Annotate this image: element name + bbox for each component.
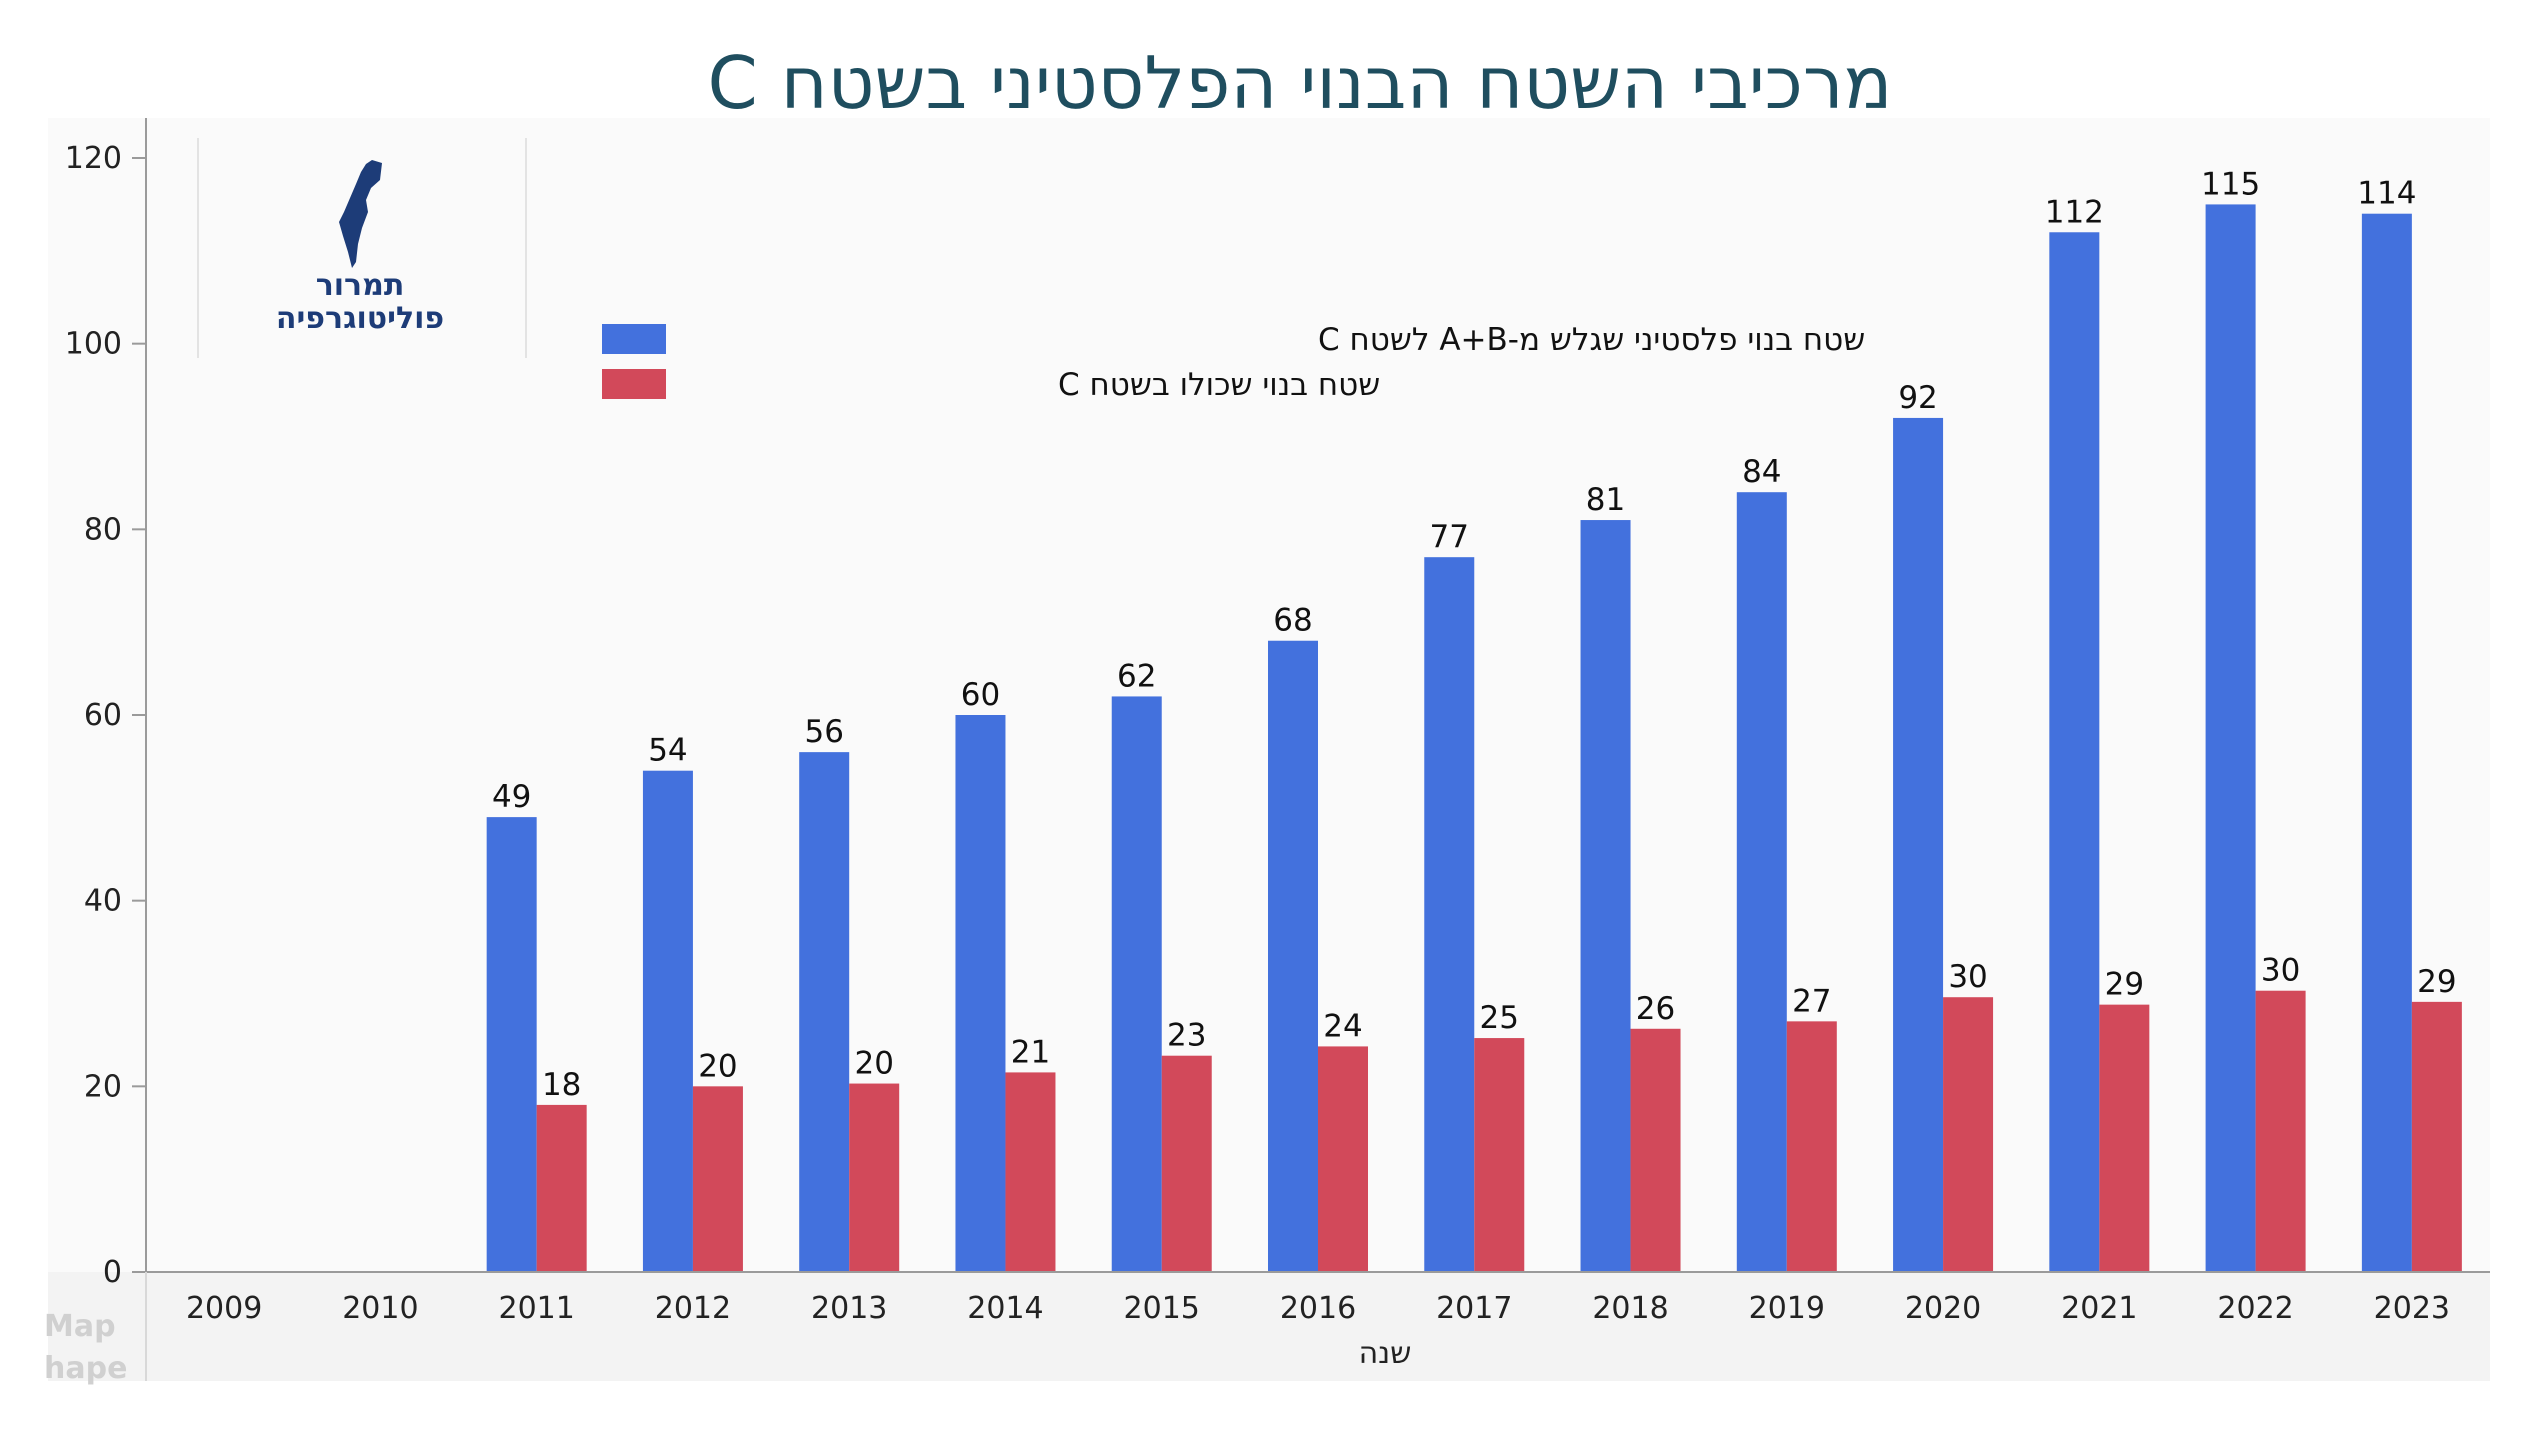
x-axis-band: [48, 1272, 2490, 1381]
data-label-red: 21: [1011, 1034, 1050, 1070]
bar-red: [1786, 1021, 1837, 1272]
x-tick-label: 2009: [186, 1291, 262, 1326]
y-axis: 0 20 40 60 80 100 120: [65, 118, 147, 1290]
data-label-red: 24: [1323, 1008, 1362, 1044]
x-tick-label: 2020: [1905, 1291, 1981, 1326]
data-label-red: 26: [1636, 991, 1675, 1027]
legend-label-blue: שטח בנוי פלסטיני שגלש מ-A+B לשטח C: [1318, 322, 1865, 358]
data-label-red: 27: [1792, 983, 1831, 1019]
data-label-red: 30: [1948, 959, 1987, 995]
bar-red: [1161, 1055, 1212, 1272]
y-tick-label: 100: [65, 327, 122, 362]
x-tick-label: 2012: [655, 1291, 731, 1326]
legend: שטח בנוי פלסטיני שגלש מ-A+B לשטח C שטח ב…: [602, 322, 1865, 403]
legend-label-red: שטח בנוי שכולו בשטח C: [1058, 367, 1380, 403]
bars: 49 18 54 20 56 20 60 21 62 23 68 24 77 25 81 26 84 27 92 30…: [486, 166, 2462, 1273]
data-label-red: 20: [854, 1046, 893, 1082]
chart-title: מרכיבי השטח הבנוי הפלסטיני בשטח C: [708, 41, 1893, 125]
bar-red: [1943, 997, 1994, 1272]
bar-blue: [2205, 204, 2256, 1273]
bar-blue: [1893, 417, 1944, 1272]
x-tick-label: 2019: [1749, 1291, 1825, 1326]
bar-red: [1630, 1028, 1681, 1272]
data-label-red: 18: [542, 1067, 581, 1103]
x-tick-label: 2021: [2061, 1291, 2137, 1326]
x-tick-label: 2013: [811, 1291, 887, 1326]
y-tick-label: 0: [103, 1255, 122, 1290]
x-tick-label: 2014: [967, 1291, 1043, 1326]
y-tick-label: 120: [65, 141, 122, 176]
bar-red: [2411, 1001, 2462, 1272]
bar-blue: [642, 770, 693, 1272]
israel-map-icon: [339, 160, 382, 268]
x-tick-label: 2010: [342, 1291, 418, 1326]
data-label-red: 30: [2261, 953, 2300, 989]
x-tick-label: 2022: [2217, 1291, 2293, 1326]
bar-red: [1474, 1038, 1525, 1272]
x-tick-label: 2015: [1124, 1291, 1200, 1326]
data-label-blue: 60: [961, 677, 1000, 713]
x-tick-label: 2016: [1280, 1291, 1356, 1326]
bar-blue: [2361, 213, 2412, 1273]
bar-red: [1005, 1072, 1056, 1272]
data-label-blue: 92: [1898, 380, 1937, 416]
data-label-blue: 49: [492, 779, 531, 815]
x-tick-label: 2017: [1436, 1291, 1512, 1326]
bar-blue: [1268, 640, 1318, 1272]
data-label-blue: 81: [1586, 482, 1625, 518]
bar-blue: [1580, 520, 1631, 1272]
bar-red: [536, 1104, 587, 1272]
bar-red: [692, 1086, 743, 1272]
bar-blue: [1111, 696, 1162, 1272]
data-label-red: 25: [1480, 1000, 1519, 1036]
logo-line2: פוליטוגרפיה: [276, 301, 444, 336]
y-tick-label: 20: [84, 1069, 122, 1104]
data-label-blue: 62: [1117, 658, 1156, 694]
y-tick-label: 40: [84, 884, 122, 919]
x-tick-label: 2018: [1592, 1291, 1668, 1326]
logo: תמרור פוליטוגרפיה: [197, 138, 527, 358]
logo-line1: תמרור: [316, 268, 405, 303]
data-label-red: 29: [2105, 967, 2144, 1003]
data-label-blue: 77: [1430, 519, 1469, 555]
watermark-line1: Map: [44, 1309, 116, 1344]
legend-swatch-blue: [602, 324, 666, 354]
x-axis-title: שנה: [1359, 1336, 1412, 1371]
y-tick-label: 60: [84, 698, 122, 733]
x-tick-label: 2023: [2374, 1291, 2450, 1326]
x-axis: 2009 2010 2011 2012 2013 2014 2015 2016 2017 2018…: [145, 1271, 2490, 1381]
bar-red: [849, 1083, 900, 1272]
data-label-blue: 115: [2201, 166, 2260, 202]
watermark-line2: hape: [44, 1351, 127, 1386]
data-label-blue: 56: [804, 714, 843, 750]
bar-red: [1318, 1046, 1368, 1272]
data-label-blue: 54: [648, 733, 687, 769]
bar-blue: [1736, 492, 1787, 1272]
data-label-blue: 114: [2357, 176, 2416, 212]
bar-blue: [799, 752, 850, 1272]
data-label-blue: 68: [1273, 603, 1312, 639]
bar-blue: [1424, 557, 1475, 1272]
data-label-red: 23: [1167, 1018, 1206, 1054]
data-label-red: 29: [2417, 964, 2456, 1000]
y-tick-label: 80: [84, 512, 122, 547]
x-tick-label: 2011: [498, 1291, 574, 1326]
bar-red: [2255, 990, 2306, 1272]
data-label-blue: 84: [1742, 454, 1781, 490]
legend-swatch-red: [602, 369, 666, 399]
bar-blue: [955, 715, 1006, 1272]
bar-blue: [2049, 232, 2100, 1273]
bar-red: [2099, 1004, 2150, 1272]
data-label-red: 20: [698, 1048, 737, 1084]
bar-blue: [486, 817, 537, 1272]
data-label-blue: 112: [2045, 194, 2104, 230]
